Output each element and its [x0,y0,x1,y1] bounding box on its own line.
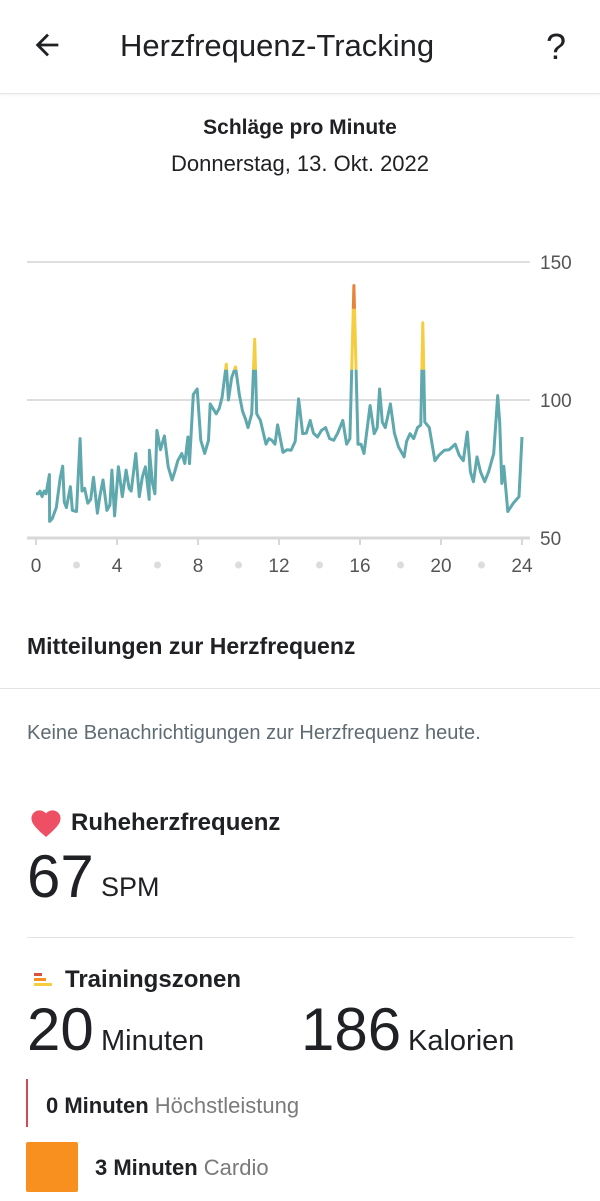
resting-hr-unit: SPM [101,872,160,902]
x-tick-label: 20 [430,556,451,577]
notifications-title: Mitteilungen zur Herzfrequenz [27,633,356,659]
x-tick-dot [73,561,80,569]
zone-name: Cardio [203,1155,269,1180]
zones-icon [34,973,52,986]
heart-icon [31,810,61,838]
hr-line-fat-burn [224,308,426,370]
app-header: Herzfrequenz-Tracking ? [0,0,600,94]
zone-value: 0 Minuten [46,1093,149,1118]
x-tick-dot [397,561,404,569]
cardio-zone-bar [26,1142,78,1192]
heart-rate-chart[interactable]: 150 100 50 0 4 8 12 16 20 24 [0,240,600,580]
training-zones-label: Trainingszonen [65,966,242,993]
hr-line-cardio [351,284,357,309]
arrow-left-icon[interactable] [30,28,64,62]
x-tick-label: 4 [112,556,123,577]
zone-item-peak: 0 Minuten Höchstleistung [46,1093,299,1119]
x-tick-label: 16 [349,556,370,577]
zone-calories-unit: Kalorien [408,1025,515,1057]
chart-date: Donnerstag, 13. Okt. 2022 [170,151,430,176]
zone-value: 3 Minuten [95,1155,198,1180]
divider [27,937,574,938]
y-tick-label: 50 [540,529,561,550]
x-tick-dot [478,561,485,569]
resting-hr-value: 67 [27,843,94,910]
x-tick-dot [154,561,161,569]
resting-hr-label: Ruheherzfrequenz [71,809,281,836]
x-tick-dot [316,561,323,569]
zone-name: Höchstleistung [154,1093,300,1118]
x-tick-label: 12 [268,556,289,577]
x-tick-label: 0 [31,556,42,577]
zone-item-cardio: 3 Minuten Cardio [95,1155,269,1181]
x-tick-dot [235,561,242,569]
hr-line-normal [36,369,524,523]
chart-subtitle: Schläge pro Minute [203,116,397,139]
divider [0,688,600,689]
zone-calories-value: 186 [301,996,402,1063]
y-tick-label: 100 [540,391,572,412]
notifications-empty-text: Keine Benachrichtigungen zur Herzfrequen… [27,722,481,744]
help-icon[interactable]: ? [546,26,567,67]
zone-minutes-value: 20 [27,996,94,1063]
y-tick-label: 150 [540,253,572,274]
x-tick-label: 8 [193,556,204,577]
x-tick-label: 24 [511,556,533,577]
page-title: Herzfrequenz-Tracking [120,28,435,63]
zone-minutes-unit: Minuten [101,1025,205,1057]
peak-zone-bar [26,1079,28,1127]
